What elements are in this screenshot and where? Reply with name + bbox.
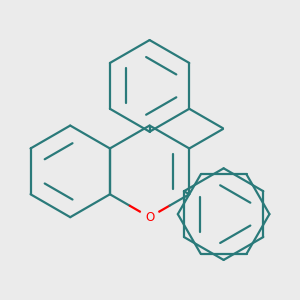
Circle shape: [140, 208, 159, 227]
Text: O: O: [145, 211, 154, 224]
